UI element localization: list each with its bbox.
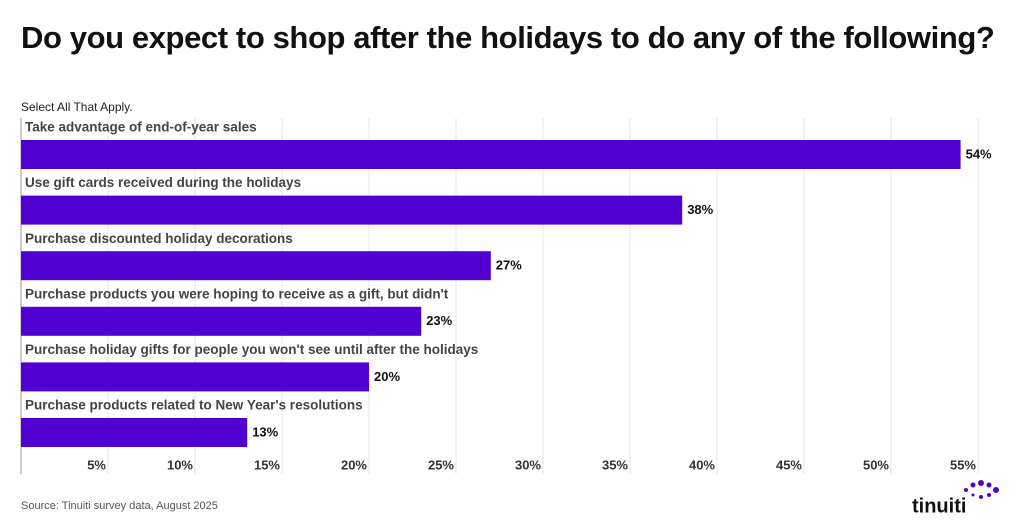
x-tick-label: 20% xyxy=(341,457,367,472)
logo-dot xyxy=(964,488,968,492)
x-tick-label: 40% xyxy=(689,457,715,472)
bar xyxy=(21,140,961,169)
bar xyxy=(21,362,369,392)
x-tick-label: 50% xyxy=(863,457,889,472)
value-label: 20% xyxy=(374,369,400,384)
value-label: 27% xyxy=(496,258,522,273)
chart-title: Do you expect to shop after the holidays… xyxy=(21,20,995,55)
value-label: 23% xyxy=(426,313,452,328)
x-tick-label: 55% xyxy=(950,457,976,472)
x-tick-label: 35% xyxy=(602,457,628,472)
logo-dot xyxy=(993,487,999,493)
x-tick-label: 5% xyxy=(87,457,106,472)
bar xyxy=(21,195,683,225)
value-label: 13% xyxy=(252,424,278,439)
logo-dot xyxy=(971,493,975,497)
category-label: Take advantage of end-of-year sales xyxy=(25,120,257,135)
logo-dot xyxy=(986,482,992,488)
logo-dots xyxy=(964,480,999,499)
logo-dot xyxy=(970,482,976,488)
category-label: Purchase discounted holiday decorations xyxy=(25,231,293,246)
category-label: Use gift cards received during the holid… xyxy=(25,175,301,190)
bar xyxy=(21,306,422,336)
logo: tinuiti xyxy=(912,495,966,517)
logo-dot xyxy=(979,495,983,499)
value-label: 38% xyxy=(687,202,713,217)
source-note: Source: Tinuiti survey data, August 2025 xyxy=(21,500,218,512)
bar xyxy=(21,251,491,281)
x-tick-label: 30% xyxy=(515,457,541,472)
x-tick-label: 10% xyxy=(167,457,193,472)
x-tick-label: 15% xyxy=(254,457,280,472)
bar xyxy=(21,418,248,447)
chart-subtitle: Select All That Apply. xyxy=(21,100,133,114)
category-label: Purchase products you were hoping to rec… xyxy=(25,286,449,301)
logo-dot xyxy=(987,493,991,497)
category-label: Purchase holiday gifts for people you wo… xyxy=(25,342,478,357)
x-tick-label: 25% xyxy=(428,457,454,472)
value-label: 54% xyxy=(966,146,992,161)
logo-dot xyxy=(978,480,984,486)
x-tick-label: 45% xyxy=(776,457,802,472)
category-label: Purchase products related to New Year's … xyxy=(25,398,363,413)
